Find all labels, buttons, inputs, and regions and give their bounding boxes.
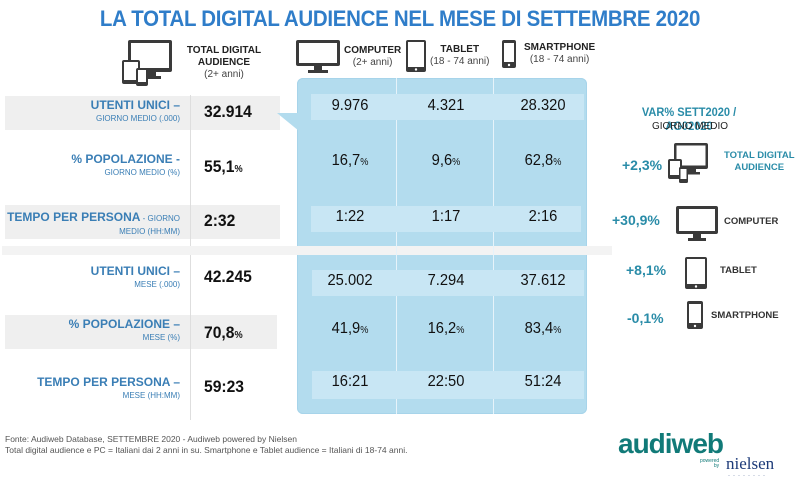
device-value-cell: 16,7% bbox=[331, 152, 369, 169]
panel-divider-2 bbox=[493, 78, 494, 414]
tablet-icon bbox=[406, 40, 426, 72]
panel-pointer bbox=[277, 113, 299, 131]
panel-band-4 bbox=[312, 270, 584, 296]
row-label-utenti-giorno: UTENTI UNICI – GIORNO MEDIO (.000) bbox=[90, 98, 180, 124]
panel-band-1 bbox=[311, 94, 584, 120]
header-tablet: TABLET (18 - 74 anni) bbox=[406, 40, 489, 72]
audiweb-logo: audiweb powered by nielsen ········ bbox=[618, 428, 774, 477]
total-utenti-mese: 42.245 bbox=[204, 267, 252, 286]
total-tempo-mese: 59:23 bbox=[204, 377, 245, 396]
total-header-age: (2+ anni) bbox=[204, 69, 244, 80]
device-value-cell: 51:24 bbox=[524, 373, 562, 390]
device-value-cell: 9.976 bbox=[331, 97, 369, 114]
section-separator bbox=[2, 246, 612, 255]
device-value-cell: 16,2% bbox=[427, 320, 465, 337]
tablet-header-label: TABLET bbox=[440, 44, 480, 55]
tablet-header-age: (18 - 74 anni) bbox=[430, 56, 490, 67]
page-title: LA TOTAL DIGITAL AUDIENCE NEL MESE DI SE… bbox=[99, 6, 701, 31]
audiweb-logo-text: audiweb bbox=[618, 428, 724, 459]
row-band-5 bbox=[5, 315, 277, 349]
computer-header-age: (2+ anni) bbox=[352, 57, 393, 68]
variation-computer-label: COMPUTER bbox=[724, 216, 779, 227]
panel-divider-1 bbox=[396, 78, 397, 414]
smartphone-header-label: SMARTPHONE bbox=[524, 42, 596, 53]
total-tempo-giorno: 2:32 bbox=[204, 211, 236, 230]
device-value-cell: 2:16 bbox=[528, 208, 558, 225]
row-label-tempo-giorno: TEMPO PER PERSONA - GIORNO MEDIO (HH:MM) bbox=[7, 210, 180, 237]
variation-subtitle: GIORNO MEDIO bbox=[651, 121, 729, 132]
device-value-cell: 9,6% bbox=[431, 152, 461, 169]
footer-definitions: Total digital audience e PC = Italiani d… bbox=[5, 445, 408, 455]
computer-icon bbox=[296, 40, 340, 73]
device-value-cell: 22:50 bbox=[427, 373, 465, 390]
variation-total-label: TOTAL DIGITAL AUDIENCE bbox=[724, 150, 795, 173]
variation-smartphone-label: SMARTPHONE bbox=[711, 310, 779, 321]
total-utenti-giorno: 32.914 bbox=[204, 102, 252, 121]
total-popolazione-giorno: 55,1% bbox=[204, 157, 243, 176]
device-value-cell: 16:21 bbox=[331, 373, 369, 390]
device-value-cell: 25.002 bbox=[327, 272, 373, 289]
variation-tablet-value: +8,1% bbox=[626, 262, 667, 278]
variation-tablet-label: TABLET bbox=[720, 265, 757, 276]
smartphone-icon bbox=[502, 40, 516, 68]
variation-smartphone-value: -0,1% bbox=[627, 310, 664, 326]
footer-source: Fonte: Audiweb Database, SETTEMBRE 2020 … bbox=[5, 434, 297, 444]
device-value-cell: 62,8% bbox=[524, 152, 562, 169]
total-popolazione-mese: 70,8% bbox=[204, 323, 243, 342]
variation-computer-value: +30,9% bbox=[612, 212, 660, 228]
row-band-3 bbox=[5, 205, 280, 239]
row-label-popolazione-giorno: % POPOLAZIONE - GIORNO MEDIO (%) bbox=[71, 152, 180, 178]
row-label-tempo-mese: TEMPO PER PERSONA – MESE (HH:MM) bbox=[37, 375, 180, 401]
total-header-line1: TOTAL DIGITAL bbox=[186, 45, 262, 56]
device-value-cell: 1:17 bbox=[431, 208, 461, 225]
device-value-cell: 83,4% bbox=[524, 320, 562, 337]
panel-band-3 bbox=[311, 206, 581, 232]
row-label-utenti-mese: UTENTI UNICI – MESE (.000) bbox=[90, 264, 180, 290]
header-total: TOTAL DIGITAL AUDIENCE (2+ anni) bbox=[122, 40, 264, 86]
row-label-popolazione-mese: % POPOLAZIONE – MESE (%) bbox=[68, 317, 180, 343]
column-divider bbox=[190, 95, 191, 420]
total-header-line2: AUDIENCE bbox=[197, 57, 251, 68]
nielsen-logo-text: nielsen bbox=[726, 454, 775, 473]
device-value-cell: 37.612 bbox=[520, 272, 566, 289]
device-value-cell: 4.321 bbox=[427, 97, 465, 114]
smartphone-header-age: (18 - 74 anni) bbox=[529, 54, 590, 65]
header-smartphone: SMARTPHONE (18 - 74 anni) bbox=[502, 40, 595, 68]
computer-icon bbox=[676, 206, 718, 241]
device-value-cell: 28.320 bbox=[520, 97, 566, 114]
row-band-1 bbox=[5, 96, 280, 130]
multi-device-icon bbox=[668, 143, 708, 183]
variation-title: VAR% SETT2020 / AG02020 bbox=[641, 105, 737, 133]
header-computer: COMPUTER (2+ anni) bbox=[296, 40, 401, 74]
powered-by-text: powered by bbox=[700, 458, 720, 469]
multi-device-icon bbox=[122, 40, 172, 86]
computer-header-label: COMPUTER bbox=[344, 45, 402, 56]
footer-notes: Fonte: Audiweb Database, SETTEMBRE 2020 … bbox=[5, 434, 407, 456]
variation-total-value: +2,3% bbox=[622, 157, 663, 173]
smartphone-icon bbox=[687, 301, 703, 329]
device-value-cell: 7.294 bbox=[427, 272, 465, 289]
device-value-cell: 41,9% bbox=[331, 320, 369, 337]
device-value-cell: 1:22 bbox=[335, 208, 365, 225]
nielsen-dots: ········ bbox=[728, 473, 768, 477]
tablet-icon bbox=[685, 257, 707, 289]
panel-band-6 bbox=[312, 371, 584, 399]
